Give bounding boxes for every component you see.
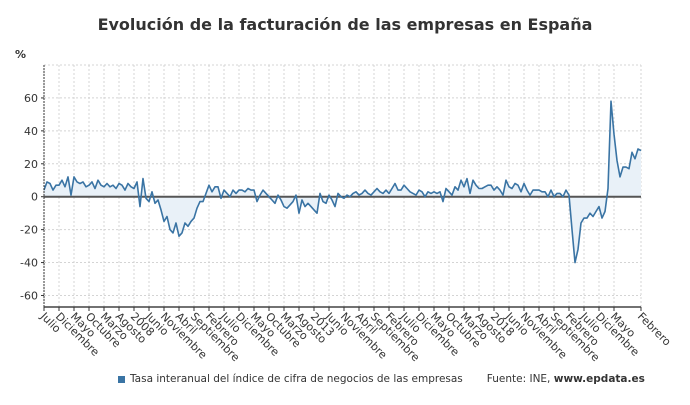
source-site: www.epdata.es: [553, 373, 645, 385]
y-tick-label: -40: [20, 257, 38, 270]
series-line: [43, 100, 642, 264]
chart-title: Evolución de la facturación de las empre…: [97, 15, 593, 34]
y-axis-label: %: [15, 48, 26, 61]
x-tick-labels: JulioDiciembreMayoOctubreMarzoAgosto2008…: [37, 309, 673, 364]
gridlines: [43, 64, 642, 307]
y-tick-label: -60: [20, 289, 38, 302]
x-tick-label: Febrero: [635, 310, 674, 349]
y-tick-labels: -60 -40 -20 0 20 40 60: [20, 92, 38, 303]
axes: [41, 65, 642, 311]
legend-label: Tasa interanual del índice de cifra de n…: [130, 373, 463, 385]
legend-swatch: [118, 375, 125, 383]
legend: Tasa interanual del índice de cifra de n…: [118, 373, 645, 385]
y-tick-label: 20: [24, 158, 38, 171]
source-label: Fuente: INE,: [486, 373, 551, 385]
y-tick-label: 40: [24, 125, 38, 138]
series-polyline: [43, 100, 642, 264]
y-tick-label: 60: [24, 92, 38, 105]
y-tick-label: -20: [20, 224, 38, 237]
source-note: Fuente: INE, www.epdata.es: [487, 373, 645, 385]
y-tick-label: 0: [31, 191, 38, 204]
